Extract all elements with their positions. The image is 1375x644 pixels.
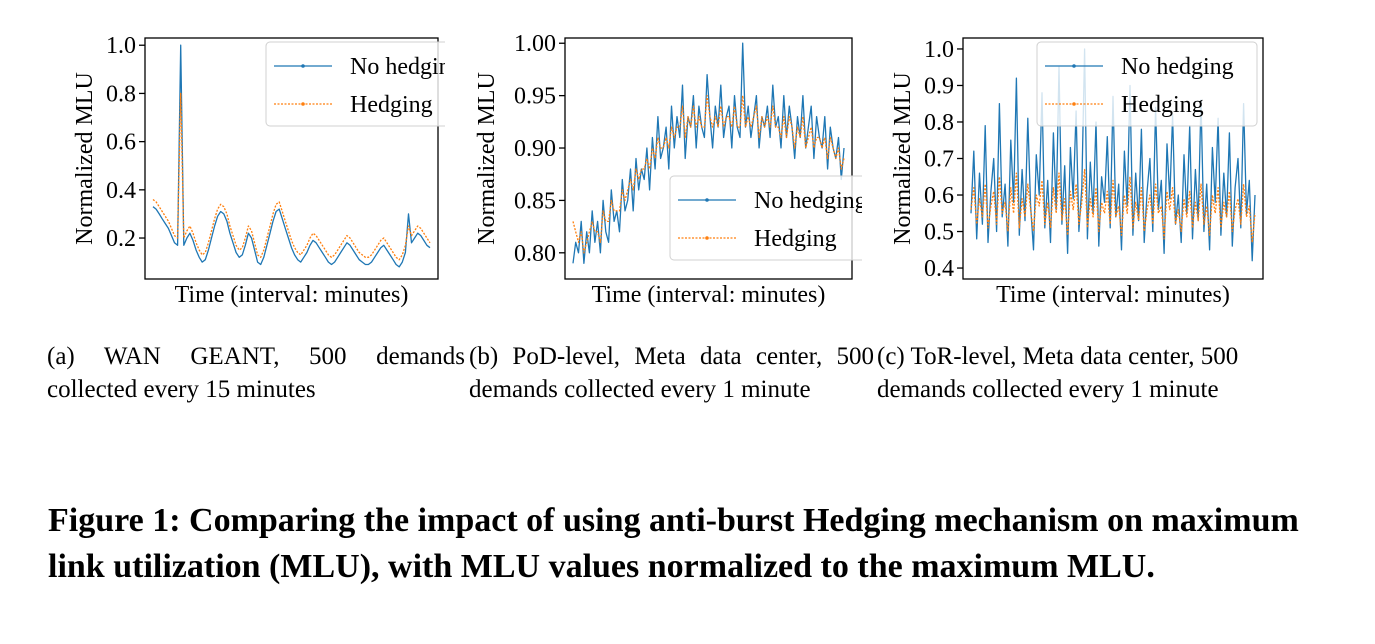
- plot-frame: [564, 37, 853, 280]
- subcaption-b: (b) PoD-level, Meta data center, 500 dem…: [469, 343, 874, 403]
- subcaption-c: (c) ToR-level, Meta data center, 500 dem…: [877, 343, 1239, 403]
- legend-marker: [301, 102, 305, 106]
- legend-marker: [1072, 64, 1076, 68]
- series-line-no-hedging: [572, 42, 845, 264]
- y-tick-label: 0.5: [924, 220, 954, 246]
- legend-marker: [705, 198, 709, 202]
- legend-label-hedging: Hedging: [754, 226, 837, 252]
- legend-label-no-hedging: No hedging: [754, 188, 862, 214]
- chart-a: 0.2 0.4 0.6 0.8 1.0 Time (interval: minutes) N…: [72, 33, 445, 308]
- x-axis-label: Time (interval: minutes): [592, 282, 826, 308]
- plot-frame: [144, 37, 439, 280]
- legend-box: [1036, 41, 1258, 127]
- legend-marker: [301, 64, 305, 68]
- y-tick-label: 1.00: [514, 31, 556, 57]
- chart-c: 0.4 0.5 0.6 0.7 0.8 0.9 1.0 Time (interval: min…: [890, 37, 1264, 308]
- y-tick-label: 0.4: [924, 256, 954, 282]
- y-tick-label: 1.0: [106, 33, 136, 59]
- legend-box: [265, 41, 445, 127]
- series-line-hedging: [970, 168, 1256, 244]
- y-tick-label: 0.8: [924, 110, 954, 136]
- legend-label-no-hedging: No hedging: [350, 54, 445, 80]
- y-tick-label: 0.6: [924, 183, 954, 209]
- y-tick-label: 0.9: [924, 73, 954, 99]
- y-tick-label: 0.2: [106, 226, 136, 252]
- plot-frame: [962, 37, 1264, 280]
- series-line-no-hedging: [152, 44, 431, 268]
- y-tick-label: 0.90: [514, 136, 556, 162]
- legend-label-hedging: Hedging: [1121, 92, 1204, 118]
- legend-box: [669, 175, 862, 261]
- y-tick-label: 0.4: [106, 178, 136, 204]
- x-axis-label: Time (interval: minutes): [996, 282, 1230, 308]
- legend-label-hedging: Hedging: [350, 92, 433, 118]
- y-axis-label: Normalized MLU: [474, 72, 500, 245]
- subcaption-a: (a) WAN GEANT, 500 demands collected eve…: [47, 343, 465, 403]
- y-tick-label: 0.80: [514, 241, 556, 267]
- figure-caption: Figure 1: Comparing the impact of using …: [48, 502, 1299, 585]
- y-axis-label: Normalized MLU: [890, 72, 916, 245]
- y-tick-label: 0.7: [924, 147, 954, 173]
- y-tick-label: 0.8: [106, 81, 136, 107]
- x-axis-label: Time (interval: minutes): [175, 282, 409, 308]
- chart-b: 0.80 0.85 0.90 0.95 1.00 Time (interval: minu…: [474, 31, 862, 308]
- y-tick-label: 0.85: [514, 188, 556, 214]
- y-tick-label: 1.0: [924, 37, 954, 63]
- series-line-hedging: [152, 92, 431, 261]
- y-tick-label: 0.95: [514, 84, 556, 110]
- y-axis-label: Normalized MLU: [72, 72, 98, 245]
- y-tick-label: 0.6: [106, 130, 136, 156]
- legend-marker: [1072, 102, 1076, 106]
- series-line-hedging: [572, 94, 845, 254]
- legend-label-no-hedging: No hedging: [1121, 54, 1234, 80]
- legend-marker: [705, 236, 709, 240]
